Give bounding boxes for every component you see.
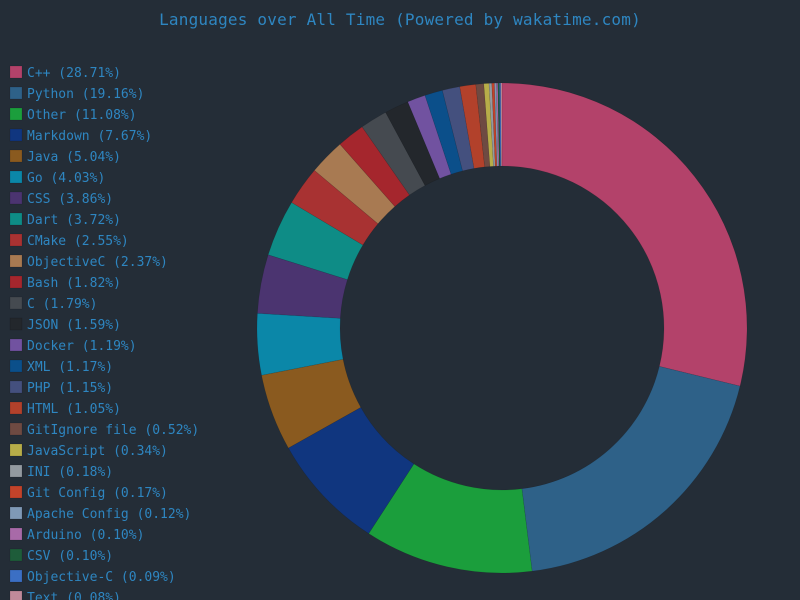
legend-item-cmake: CMake (2.55%) [9, 233, 129, 249]
legend-item-java: Java (5.04%) [9, 149, 121, 165]
legend-swatch [9, 275, 23, 289]
legend-swatch [9, 170, 23, 184]
legend-label: C (1.79%) [27, 297, 97, 312]
legend-swatch [9, 527, 23, 541]
legend-label: Markdown (7.67%) [27, 129, 152, 144]
legend-swatch [9, 359, 23, 373]
legend-item-ini: INI (0.18%) [9, 464, 113, 480]
slice-dart [267, 202, 364, 280]
legend-label: INI (0.18%) [27, 465, 113, 480]
legend-item-c: C++ (28.71%) [9, 65, 121, 81]
legend-item-apache-config: Apache Config (0.12%) [9, 506, 191, 522]
slices-layer [256, 82, 748, 574]
legend-item-gitignore-file: GitIgnore file (0.52%) [9, 422, 199, 438]
legend-item-csv: CSV (0.10%) [9, 548, 113, 564]
slice-cmake [291, 169, 379, 246]
legend-item-go: Go (4.03%) [9, 170, 105, 186]
legend-label: CMake (2.55%) [27, 234, 129, 249]
slice-css [257, 254, 348, 319]
legend-swatch [9, 401, 23, 415]
legend-swatch [9, 506, 23, 520]
legend-swatch [9, 254, 23, 268]
legend: C++ (28.71%) Python (19.16%) Other (11.08%… [9, 65, 199, 600]
legend-swatch [9, 233, 23, 247]
legend-swatch [9, 191, 23, 205]
legend-swatch [9, 443, 23, 457]
legend-item-dart: Dart (3.72%) [9, 212, 121, 228]
legend-swatch [9, 65, 23, 79]
legend-label: Arduino (0.10%) [27, 528, 144, 543]
legend-item-javascript: JavaScript (0.34%) [9, 443, 168, 459]
legend-label: JavaScript (0.34%) [27, 444, 168, 459]
legend-swatch [9, 128, 23, 142]
legend-swatch [9, 548, 23, 562]
legend-item-arduino: Arduino (0.10%) [9, 527, 144, 543]
legend-label: PHP (1.15%) [27, 381, 113, 396]
legend-label: CSS (3.86%) [27, 192, 113, 207]
slice-html [459, 84, 485, 169]
legend-label: GitIgnore file (0.52%) [27, 423, 199, 438]
slice-c [361, 111, 426, 196]
legend-item-other: Other (11.08%) [9, 107, 137, 123]
legend-swatch [9, 317, 23, 331]
legend-label: Docker (1.19%) [27, 339, 137, 354]
legend-item-python: Python (19.16%) [9, 86, 144, 102]
slice-c [501, 82, 748, 387]
legend-swatch [9, 485, 23, 499]
legend-label: Git Config (0.17%) [27, 486, 168, 501]
legend-label: CSV (0.10%) [27, 549, 113, 564]
legend-swatch [9, 296, 23, 310]
chart-title: Languages over All Time (Powered by waka… [159, 10, 641, 29]
legend-item-objective-c: Objective-C (0.09%) [9, 569, 176, 585]
legend-swatch [9, 464, 23, 478]
legend-swatch [9, 380, 23, 394]
legend-swatch [9, 212, 23, 226]
legend-item-css: CSS (3.86%) [9, 191, 113, 207]
slice-python [521, 366, 741, 572]
slice-other [368, 463, 533, 574]
legend-label: JSON (1.59%) [27, 318, 121, 333]
legend-label: Java (5.04%) [27, 150, 121, 165]
legend-item-json: JSON (1.59%) [9, 317, 121, 333]
legend-item-markdown: Markdown (7.67%) [9, 128, 152, 144]
legend-swatch [9, 422, 23, 436]
legend-swatch [9, 338, 23, 352]
legend-label: XML (1.17%) [27, 360, 113, 375]
legend-label: Text (0.08%) [27, 591, 121, 600]
legend-item-objectivec: ObjectiveC (2.37%) [9, 254, 168, 270]
legend-item-bash: Bash (1.82%) [9, 275, 121, 291]
legend-label: Apache Config (0.12%) [27, 507, 191, 522]
legend-swatch [9, 86, 23, 100]
slice-bash [339, 126, 410, 207]
legend-label: Python (19.16%) [27, 87, 144, 102]
legend-swatch [9, 590, 23, 600]
legend-item-xml: XML (1.17%) [9, 359, 113, 375]
legend-item-git-config: Git Config (0.17%) [9, 485, 168, 501]
legend-label: HTML (1.05%) [27, 402, 121, 417]
slice-objectivec [313, 143, 396, 225]
slice-arduino [495, 82, 500, 167]
slice-go [256, 312, 344, 376]
legend-item-text: Text (0.08%) [9, 590, 121, 600]
legend-item-c: C (1.79%) [9, 296, 97, 312]
legend-label: Dart (3.72%) [27, 213, 121, 228]
legend-label: Bash (1.82%) [27, 276, 121, 291]
legend-item-docker: Docker (1.19%) [9, 338, 137, 354]
slice-text [500, 82, 503, 167]
legend-item-html: HTML (1.05%) [9, 401, 121, 417]
legend-label: Objective-C (0.09%) [27, 570, 176, 585]
legend-label: ObjectiveC (2.37%) [27, 255, 168, 270]
slice-ini [488, 82, 496, 167]
legend-label: C++ (28.71%) [27, 66, 121, 81]
legend-swatch [9, 107, 23, 121]
legend-label: Other (11.08%) [27, 108, 137, 123]
legend-label: Go (4.03%) [27, 171, 105, 186]
legend-swatch [9, 569, 23, 583]
legend-item-php: PHP (1.15%) [9, 380, 113, 396]
legend-swatch [9, 149, 23, 163]
